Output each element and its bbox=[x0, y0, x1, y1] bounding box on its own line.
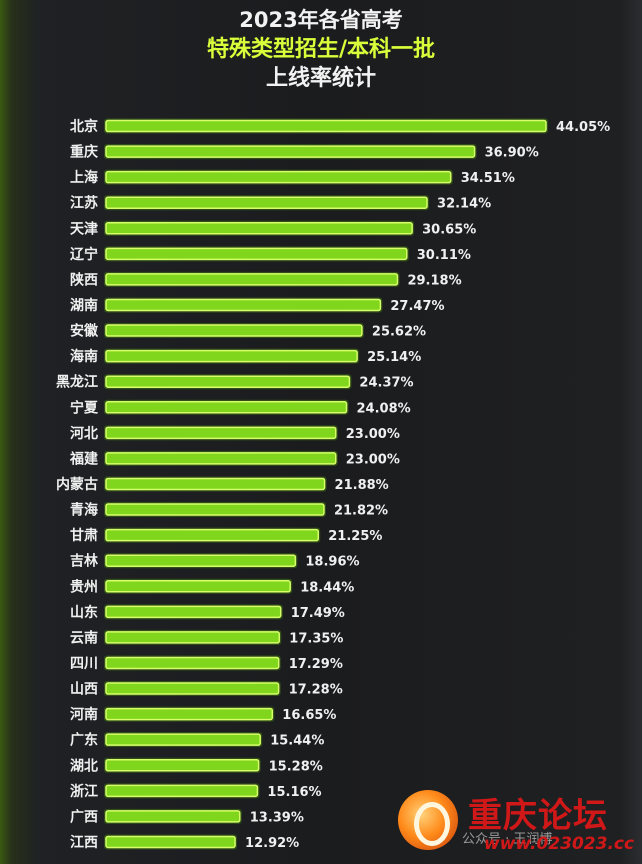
value-label: 25.14% bbox=[367, 350, 421, 365]
category-label: 河南 bbox=[70, 706, 98, 723]
value-label: 15.28% bbox=[269, 759, 323, 774]
bar bbox=[105, 707, 274, 721]
value-label: 17.28% bbox=[289, 683, 343, 698]
value-label: 17.49% bbox=[291, 606, 345, 621]
value-label: 36.90% bbox=[485, 146, 539, 161]
category-label: 江苏 bbox=[70, 195, 98, 212]
value-label: 18.96% bbox=[305, 555, 359, 570]
bar bbox=[105, 247, 408, 261]
bar bbox=[105, 733, 261, 746]
bar bbox=[105, 170, 452, 184]
bar bbox=[105, 656, 280, 670]
category-label: 吉林 bbox=[70, 553, 98, 570]
category-label: 山西 bbox=[70, 682, 98, 698]
bar bbox=[105, 580, 291, 593]
category-label: 辽宁 bbox=[70, 246, 98, 263]
value-label: 18.44% bbox=[300, 580, 354, 595]
value-label: 24.08% bbox=[357, 401, 411, 416]
bar bbox=[105, 375, 351, 388]
category-label: 广西 bbox=[70, 808, 98, 825]
value-label: 25.62% bbox=[372, 325, 426, 340]
value-label: 17.29% bbox=[289, 657, 343, 672]
value-label: 21.82% bbox=[334, 504, 388, 519]
category-label: 黑龙江 bbox=[56, 374, 98, 391]
value-label: 12.92% bbox=[245, 836, 299, 851]
bar bbox=[105, 759, 260, 772]
value-label: 24.37% bbox=[359, 376, 413, 391]
bar bbox=[105, 452, 337, 465]
category-label: 广东 bbox=[70, 732, 98, 749]
bar bbox=[105, 528, 320, 542]
value-label: 27.47% bbox=[390, 299, 444, 314]
bar bbox=[105, 401, 348, 414]
value-label: 21.25% bbox=[328, 529, 382, 544]
value-label: 30.11% bbox=[417, 248, 471, 263]
category-label: 福建 bbox=[69, 450, 98, 467]
value-label: 44.05% bbox=[556, 120, 610, 135]
bar bbox=[105, 145, 476, 158]
forum-logo-icon bbox=[398, 790, 458, 850]
bar bbox=[105, 682, 280, 695]
value-label: 13.39% bbox=[250, 810, 304, 825]
category-label: 山东 bbox=[70, 604, 98, 621]
value-label: 32.14% bbox=[437, 197, 491, 212]
category-label: 宁夏 bbox=[70, 399, 99, 416]
category-label: 海南 bbox=[70, 348, 98, 365]
bar bbox=[105, 349, 358, 363]
category-label: 北京 bbox=[70, 118, 98, 135]
bar bbox=[105, 503, 325, 516]
value-label: 16.65% bbox=[282, 708, 336, 723]
category-label: 安徽 bbox=[70, 323, 99, 340]
category-label: 重庆 bbox=[70, 144, 98, 161]
bar bbox=[105, 324, 363, 337]
category-label: 天津 bbox=[70, 220, 98, 237]
value-label: 23.00% bbox=[346, 452, 400, 467]
bar bbox=[105, 554, 297, 567]
title-line-1: 2023年各省高考 bbox=[239, 8, 403, 32]
category-label: 甘肃 bbox=[70, 527, 98, 544]
bar bbox=[105, 119, 547, 133]
category-label: 四川 bbox=[70, 656, 98, 672]
watermark-account: 公众号 · 王润博 bbox=[462, 832, 553, 847]
bars-group: 北京 44.05% 重庆 36.90% 上海 34.51% 江苏 32.14% 天津 30.65%… bbox=[56, 118, 610, 851]
bar bbox=[105, 196, 428, 209]
category-label: 湖南 bbox=[70, 297, 98, 314]
bar bbox=[105, 835, 236, 849]
bar bbox=[105, 273, 399, 286]
watermark: 重庆论坛 公众号 · 王润博 www.023023.cc bbox=[398, 784, 638, 860]
title-line-3: 上线率统计 bbox=[265, 66, 376, 91]
value-label: 23.00% bbox=[346, 427, 400, 442]
watermark-site: 重庆论坛 bbox=[468, 796, 608, 836]
value-label: 21.88% bbox=[335, 478, 389, 493]
value-label: 15.44% bbox=[270, 734, 324, 749]
bar bbox=[105, 426, 337, 440]
bar bbox=[105, 298, 382, 312]
category-label: 江西 bbox=[70, 834, 98, 851]
bar bbox=[105, 810, 241, 823]
category-label: 湖北 bbox=[70, 758, 98, 774]
value-label: 34.51% bbox=[461, 171, 515, 186]
category-label: 河北 bbox=[70, 425, 98, 442]
bar bbox=[105, 631, 281, 644]
category-label: 青海 bbox=[70, 502, 98, 519]
value-label: 17.35% bbox=[289, 631, 343, 646]
value-label: 15.16% bbox=[267, 785, 321, 800]
title-line-2: 特殊类型招生/本科一批 bbox=[206, 37, 436, 62]
watermark-url: www.023023.cc bbox=[484, 834, 635, 854]
value-label: 30.65% bbox=[422, 222, 476, 237]
category-label: 贵州 bbox=[70, 578, 98, 595]
category-label: 上海 bbox=[70, 169, 98, 186]
value-label: 29.18% bbox=[407, 273, 461, 288]
category-label: 陕西 bbox=[70, 271, 98, 288]
category-label: 浙江 bbox=[70, 783, 98, 800]
category-label: 云南 bbox=[70, 629, 98, 646]
category-label: 内蒙古 bbox=[56, 476, 98, 493]
bar bbox=[105, 605, 282, 619]
bar bbox=[105, 477, 326, 491]
bar bbox=[105, 222, 413, 235]
bar bbox=[105, 784, 259, 798]
